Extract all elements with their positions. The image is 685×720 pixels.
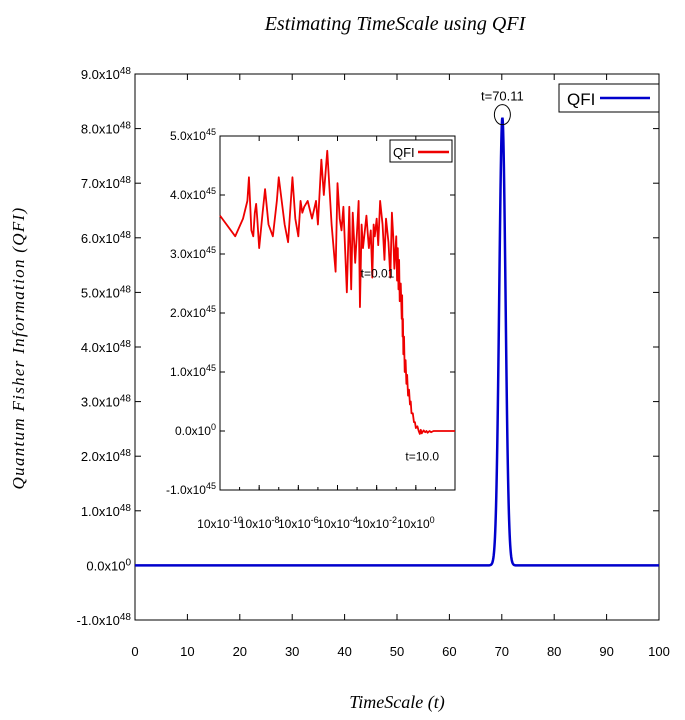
x-tick-label: 70 [495,644,509,659]
x-tick-label: 0 [131,644,138,659]
y-tick-label: 3.0x1048 [81,394,132,410]
qfi-inset-series-line [219,149,455,435]
inset-y-tick-label: 5.0x1045 [170,127,216,143]
inset-x-tick-label: 10x10-6 [278,515,319,531]
inset-legend-label: QFI [393,145,415,160]
inset-y-tick-label: 3.0x1045 [170,245,216,261]
inset-series [219,149,455,435]
y-tick-label: 8.0x1048 [81,121,132,137]
x-tick-label: 60 [442,644,456,659]
y-tick-label: 5.0x1048 [81,284,132,300]
chart-title: Estimating TimeScale using QFI [264,13,527,35]
inset-x-tick-label: 10x10-2 [356,515,397,531]
x-axis-label: TimeScale (t) [349,692,444,713]
y-tick-label: 9.0x1048 [81,66,132,82]
inset-y-ticks: -1.0x1045 0.0x100 1.0x1045 2.0x1045 3.0x1045… [166,127,455,497]
inset-legend: QFI [389,139,453,163]
inset-annotation-t10: t=10.0 [405,450,439,464]
inset-y-tick-label: 4.0x1045 [170,186,216,202]
main-legend-label: QFI [567,90,595,109]
inset-x-tick-label: 10x10-8 [239,515,280,531]
x-tick-label: 50 [390,644,404,659]
main-series [135,117,659,567]
x-tick-label: 30 [285,644,299,659]
inset-y-tick-label: 2.0x1045 [170,304,216,320]
y-tick-label: 2.0x1048 [81,448,132,464]
x-tick-label: 100 [648,644,670,659]
y-tick-label: 4.0x1048 [81,339,132,355]
qfi-main-series-line [135,117,659,567]
x-tick-label: 10 [180,644,194,659]
x-tick-label: 20 [233,644,247,659]
inset-y-tick-label: 0.0x100 [175,422,216,438]
y-tick-label: 7.0x1048 [81,175,132,191]
main-y-ticks: -1.0x1048 0.0x100 1.0x1048 2.0x1048 3.0x1048… [77,66,659,628]
inset-annotation-t001: t=0.01 [361,267,395,281]
main-legend: QFI [558,83,660,113]
y-tick-label: 6.0x1048 [81,230,132,246]
y-tick-label: 1.0x1048 [81,503,132,519]
inset-y-tick-label: -1.0x1045 [166,481,216,497]
x-tick-label: 80 [547,644,561,659]
x-tick-label: 40 [337,644,351,659]
y-axis-label: Quantum Fisher Information (QFI) [9,207,28,490]
inset-x-tick-label: 10x100 [397,515,435,531]
inset-x-tick-label: 10x10-4 [317,515,358,531]
inset-chart: -1.0x1045 0.0x100 1.0x1045 2.0x1045 3.0x1045… [166,127,456,531]
y-tick-label: -1.0x1048 [77,612,132,628]
peak-annotation: t=70.11 [481,89,524,126]
peak-label: t=70.11 [481,89,524,104]
y-tick-label: 0.0x100 [86,557,131,573]
main-x-ticks: 0 10 20 30 40 50 60 70 80 90 100 [131,74,670,659]
inset-x-tick-label: 10x10-10 [197,515,243,531]
inset-y-tick-label: 1.0x1045 [170,363,216,379]
x-tick-label: 90 [599,644,613,659]
peak-marker-circle [493,104,511,126]
